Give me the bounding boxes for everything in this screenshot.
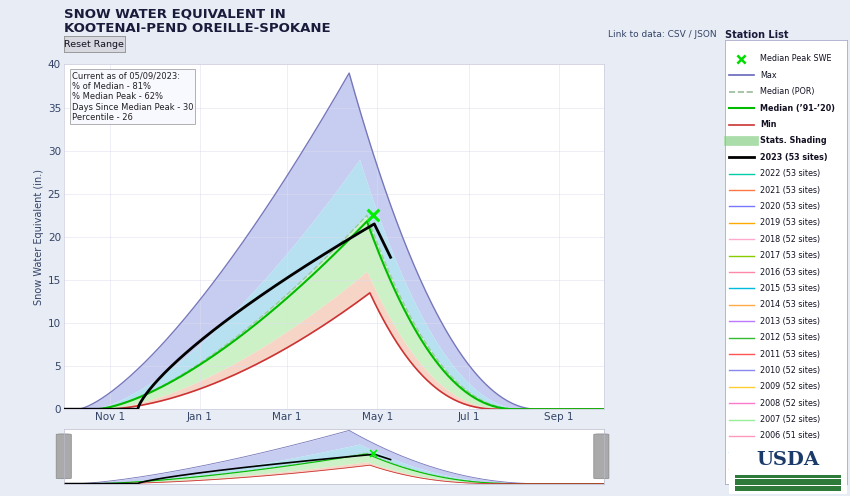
Text: Median Peak SWE: Median Peak SWE (760, 55, 832, 63)
Text: 2018 (52 sites): 2018 (52 sites) (760, 235, 820, 244)
FancyBboxPatch shape (594, 434, 609, 479)
Text: 2011 (53 sites): 2011 (53 sites) (760, 350, 820, 359)
Text: Link to data: CSV / JSON: Link to data: CSV / JSON (608, 30, 717, 39)
Text: 2010 (52 sites): 2010 (52 sites) (760, 366, 820, 375)
Text: 2013 (53 sites): 2013 (53 sites) (760, 317, 820, 326)
Text: Station List: Station List (725, 30, 789, 40)
Text: 2023 (53 sites): 2023 (53 sites) (760, 153, 828, 162)
Text: 2005 (51 sites): 2005 (51 sites) (760, 448, 820, 457)
Text: Current as of 05/09/2023:
% of Median - 81%
% Median Peak - 62%
Days Since Media: Current as of 05/09/2023: % of Median - … (72, 71, 193, 122)
Text: 2004 (51 sites): 2004 (51 sites) (760, 464, 820, 473)
Text: Max: Max (760, 71, 777, 80)
Text: 2007 (52 sites): 2007 (52 sites) (760, 415, 820, 424)
Text: 2006 (51 sites): 2006 (51 sites) (760, 432, 820, 440)
FancyBboxPatch shape (56, 434, 71, 479)
Text: Reset Range: Reset Range (65, 40, 124, 49)
Text: Median (’91-’20): Median (’91-’20) (760, 104, 836, 113)
Point (366, 211, 380, 219)
Text: KOOTENAI-PEND OREILLE-SPOKANE: KOOTENAI-PEND OREILLE-SPOKANE (64, 22, 331, 35)
Bar (735, 479, 841, 485)
Text: 2009 (52 sites): 2009 (52 sites) (760, 382, 820, 391)
Text: USDA: USDA (756, 450, 819, 469)
Text: 2019 (53 sites): 2019 (53 sites) (760, 218, 820, 227)
Y-axis label: Snow Water Equivalent (in.): Snow Water Equivalent (in.) (33, 169, 43, 305)
Text: 2017 (53 sites): 2017 (53 sites) (760, 251, 820, 260)
Text: Stats. Shading: Stats. Shading (760, 136, 827, 145)
Text: Median (POR): Median (POR) (760, 87, 815, 96)
Bar (735, 475, 841, 479)
Text: 2015 (53 sites): 2015 (53 sites) (760, 284, 820, 293)
Text: 2020 (53 sites): 2020 (53 sites) (760, 202, 820, 211)
Point (366, 449, 380, 457)
Text: 2016 (53 sites): 2016 (53 sites) (760, 267, 820, 277)
Bar (735, 486, 841, 491)
Text: SNOW WATER EQUIVALENT IN: SNOW WATER EQUIVALENT IN (64, 7, 286, 20)
Text: 2014 (53 sites): 2014 (53 sites) (760, 301, 820, 310)
Text: 2022 (53 sites): 2022 (53 sites) (760, 169, 820, 178)
Text: 2012 (53 sites): 2012 (53 sites) (760, 333, 820, 342)
Text: 2008 (52 sites): 2008 (52 sites) (760, 399, 820, 408)
Text: 2021 (53 sites): 2021 (53 sites) (760, 186, 820, 194)
Text: Min: Min (760, 120, 777, 129)
